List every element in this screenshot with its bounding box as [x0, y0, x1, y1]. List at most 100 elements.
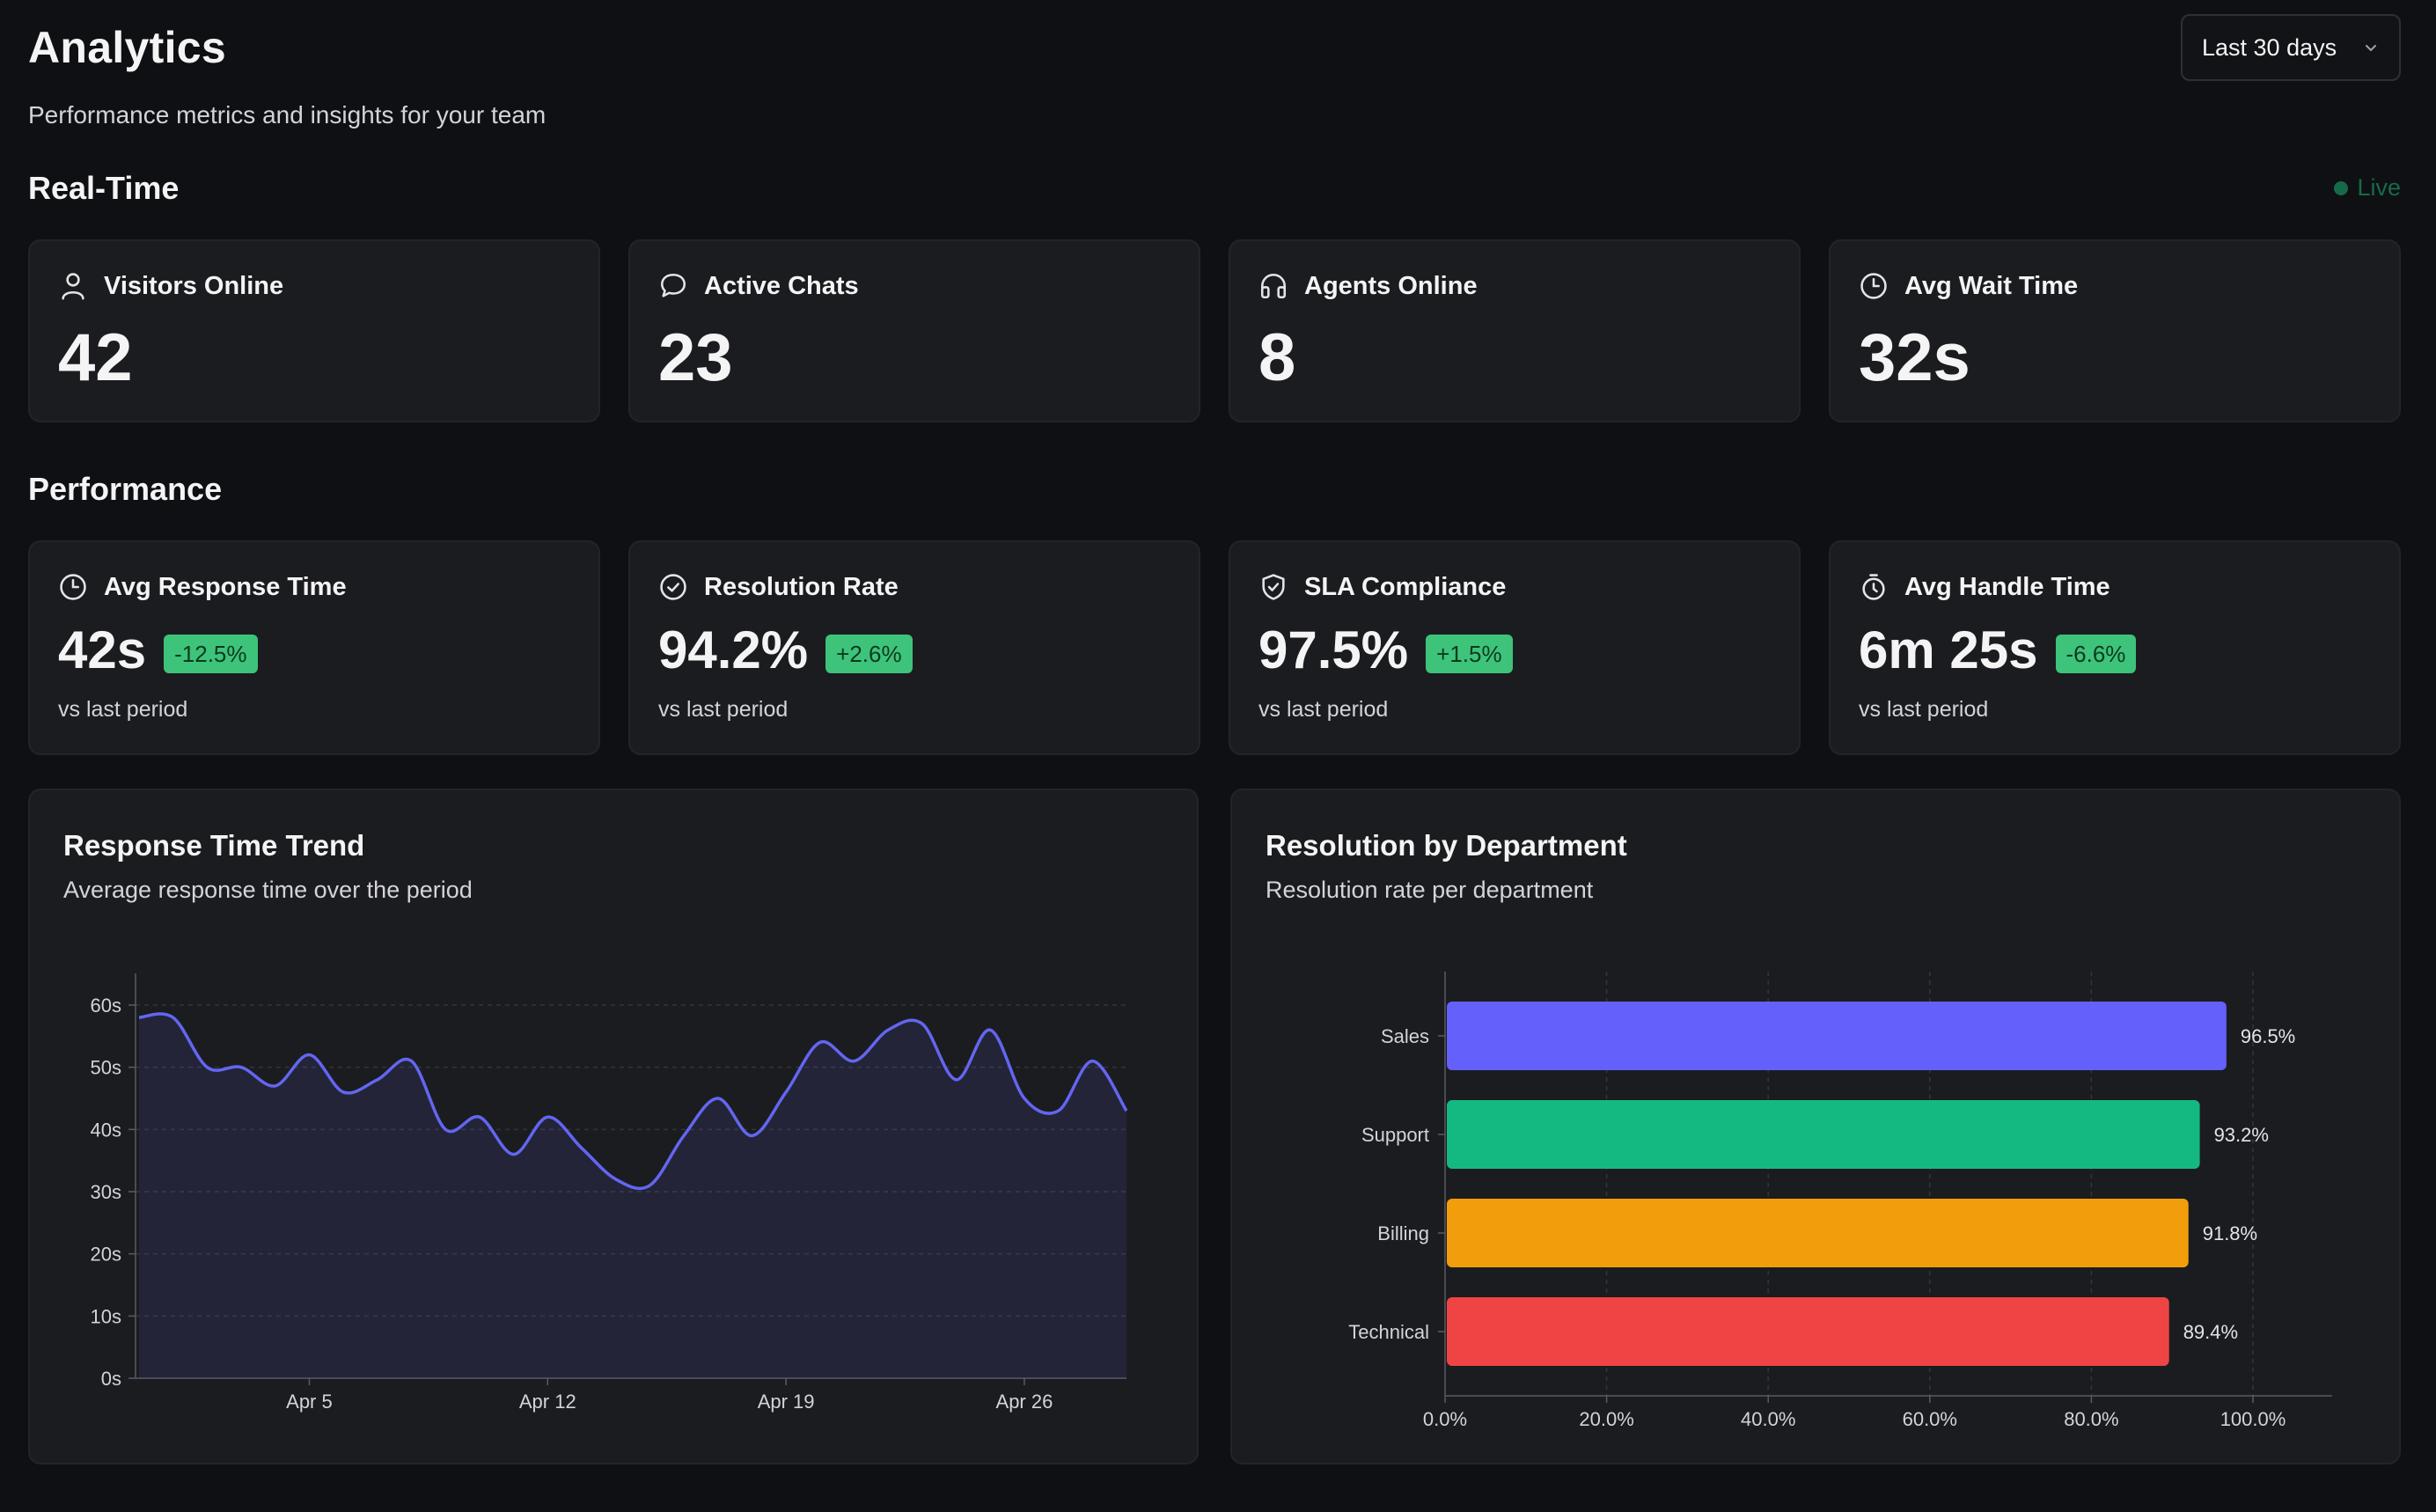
- metric-card-agents-online: Agents Online 8: [1229, 239, 1801, 422]
- live-dot-icon: [2334, 180, 2349, 195]
- y-tick-label: 60s: [91, 995, 121, 1017]
- shield-check-icon: [1262, 574, 1285, 600]
- value-label: 91.8%: [2203, 1222, 2257, 1244]
- metric-label: SLA Compliance: [1304, 572, 1507, 601]
- metric-card-visitors: Visitors Online 42: [28, 239, 600, 422]
- data-point: [750, 1134, 753, 1137]
- bar-sales: [1447, 1002, 2227, 1070]
- user-icon: [62, 273, 84, 300]
- chart-subtitle: Average response time over the period: [63, 877, 473, 903]
- x-tick-label: 40.0%: [1741, 1408, 1795, 1430]
- comparison-note: vs last period: [1258, 697, 1389, 722]
- data-point: [784, 1090, 788, 1094]
- live-indicator: Live: [2334, 174, 2401, 202]
- metric-value: 8: [1258, 320, 1296, 395]
- y-tick-label: 10s: [91, 1305, 121, 1327]
- comparison-note: vs last period: [1859, 697, 1989, 722]
- chart-title: Resolution by Department: [1266, 829, 1627, 862]
- metric-card-active-chats: Active Chats 23: [628, 239, 1200, 422]
- response-time-area-chart: 0s 10s 20s 30s 40s 50s 60s Apr 5 Apr 12 Apr 19 Apr…: [91, 973, 1128, 1413]
- y-tick-label: 0s: [101, 1368, 121, 1390]
- metric-value: 42s: [58, 620, 147, 679]
- metric-label: Agents Online: [1304, 271, 1478, 300]
- data-point: [682, 1134, 686, 1137]
- value-label: 89.4%: [2183, 1321, 2238, 1343]
- data-point: [580, 1147, 583, 1150]
- metric-label: Resolution Rate: [704, 572, 899, 601]
- data-point: [1057, 1109, 1060, 1112]
- bar-technical: [1447, 1297, 2169, 1366]
- metric-value: 6m 25s: [1859, 620, 2038, 679]
- delta-badge: -12.5%: [164, 635, 258, 673]
- x-tick-label: 0.0%: [1423, 1408, 1467, 1430]
- data-point: [852, 1060, 855, 1063]
- check-circle-icon: [660, 574, 686, 600]
- x-tick-label: Apr 19: [758, 1391, 815, 1413]
- delta-badge: +1.5%: [1426, 635, 1513, 673]
- section-title-realtime: Real-Time: [28, 170, 180, 206]
- series-line: [138, 1012, 1128, 1191]
- category-label: Sales: [1381, 1025, 1429, 1047]
- metric-value: 23: [658, 320, 733, 395]
- metric-value: 32s: [1859, 320, 1970, 395]
- page-header: Analytics Performance metrics and insigh…: [28, 21, 546, 130]
- category-label: Technical: [1348, 1321, 1429, 1343]
- value-label: 93.2%: [2214, 1124, 2269, 1146]
- metric-value: 94.2%: [658, 620, 809, 679]
- x-tick-label: 60.0%: [1903, 1408, 1957, 1430]
- data-point: [614, 1178, 618, 1181]
- date-range-value: Last 30 days: [2202, 33, 2337, 61]
- chart-card-resolution-dept: Resolution by Department Resolution rate…: [1230, 789, 2401, 1464]
- data-point: [307, 1053, 311, 1057]
- metric-label: Avg Wait Time: [1904, 271, 2079, 300]
- data-point: [239, 1066, 243, 1069]
- data-point: [376, 1078, 379, 1082]
- value-label: 96.5%: [2241, 1025, 2295, 1047]
- chart-subtitle: Resolution rate per department: [1266, 877, 1594, 903]
- page-subtitle: Performance metrics and insights for you…: [28, 101, 547, 128]
- perf-card-avg-handle: Avg Handle Time 6m 25s -6.6% vs last per…: [1829, 540, 2401, 755]
- data-point: [274, 1084, 277, 1088]
- data-point: [955, 1078, 958, 1082]
- data-point: [205, 1066, 209, 1069]
- stopwatch-icon: [1862, 574, 1885, 600]
- delta-badge: -6.6%: [2055, 635, 2137, 673]
- live-label: Live: [2357, 174, 2401, 201]
- perf-card-resolution-rate: Resolution Rate 94.2% +2.6% vs last peri…: [628, 540, 1200, 755]
- chart-card-response-trend: Response Time Trend Average response tim…: [28, 789, 1199, 1464]
- chevron-down-icon: [2366, 45, 2376, 52]
- delta-badge: +2.6%: [825, 635, 913, 673]
- data-point: [1125, 1109, 1128, 1112]
- x-tick-label: Apr 12: [519, 1391, 576, 1413]
- chat-bubble-icon: [660, 273, 686, 297]
- category-label: Support: [1361, 1124, 1429, 1146]
- area-fill: [139, 1013, 1126, 1378]
- x-tick-label: 20.0%: [1579, 1408, 1633, 1430]
- data-point: [886, 1028, 890, 1031]
- metric-card-avg-wait: Avg Wait Time 32s: [1829, 239, 2401, 422]
- comparison-note: vs last period: [58, 697, 188, 722]
- data-point: [410, 1060, 414, 1063]
- data-point: [818, 1040, 822, 1044]
- section-title-performance: Performance: [28, 471, 223, 507]
- x-tick-label: 100.0%: [2220, 1408, 2286, 1430]
- data-point: [137, 1016, 141, 1019]
- metric-value: 42: [58, 320, 133, 395]
- chart-title: Response Time Trend: [63, 829, 365, 862]
- clock-icon: [1860, 273, 1887, 299]
- metric-label: Active Chats: [704, 271, 859, 300]
- headphones-icon: [1260, 273, 1287, 299]
- date-range-select[interactable]: Last 30 days: [2181, 14, 2401, 81]
- metric-label: Avg Handle Time: [1904, 572, 2110, 601]
- y-tick-label: 50s: [91, 1057, 121, 1079]
- data-point: [648, 1184, 651, 1187]
- data-point: [921, 1022, 924, 1025]
- comparison-note: vs last period: [658, 697, 789, 722]
- data-point: [444, 1127, 447, 1131]
- data-point: [172, 1016, 175, 1019]
- data-point: [988, 1028, 992, 1031]
- bar-billing: [1447, 1199, 2189, 1267]
- data-point: [1090, 1060, 1094, 1063]
- data-point: [716, 1097, 720, 1100]
- resolution-bar-chart: 0.0% 20.0% 40.0% 60.0% 80.0% 100.0% Sales 96.5%…: [1348, 972, 2332, 1430]
